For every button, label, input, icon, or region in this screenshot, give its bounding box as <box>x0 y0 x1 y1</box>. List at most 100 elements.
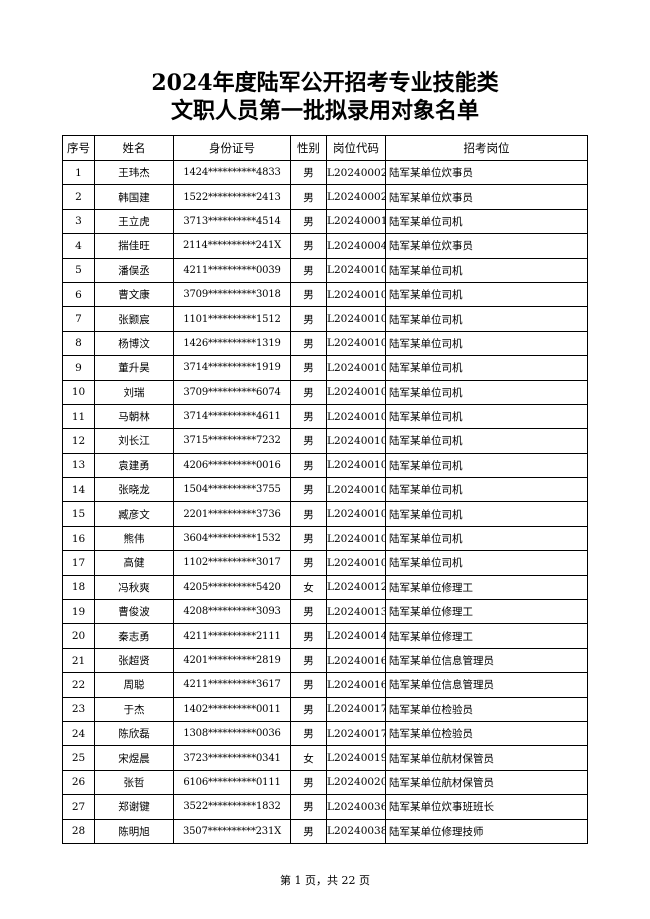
cell-name: 郑谢键 <box>94 794 174 820</box>
cell-position: 陆军某单位司机 <box>385 208 588 235</box>
cell-name: 陈明旭 <box>94 818 174 844</box>
cell-id-number: 6106**********0111 <box>173 769 291 796</box>
cell-gender: 男 <box>290 647 327 674</box>
cell-position-code: L20240010 <box>326 477 386 503</box>
cell-position: 陆军某单位司机 <box>385 452 588 479</box>
cell-index: 25 <box>62 745 95 771</box>
cell-id-number: 4201**********2819 <box>173 647 291 674</box>
cell-id-number: 3522**********1832 <box>173 794 291 820</box>
table-row: 26 张哲 6106**********0111 男 L20240020 陆军某单位航材保… <box>62 769 588 796</box>
document-title-line-2: 文职人员第一批拟录用对象名单 <box>170 98 479 124</box>
cell-name: 韩国建 <box>94 184 174 210</box>
cell-position: 陆军某单位修理工 <box>385 599 588 625</box>
cell-position: 陆军某单位司机 <box>385 477 588 503</box>
table-row: 18 冯秋爽 4205**********5420 女 L20240012 陆军某单位修理… <box>62 574 588 601</box>
cell-gender: 男 <box>290 599 327 625</box>
cell-id-number: 1504**********3755 <box>173 477 291 503</box>
cell-position-code: L20240013 <box>326 599 386 625</box>
cell-name: 刘瑞 <box>94 379 174 405</box>
cell-name: 周聪 <box>94 672 174 698</box>
cell-id-number: 1426**********1319 <box>173 330 291 357</box>
cell-index: 10 <box>62 379 95 405</box>
cell-gender: 男 <box>290 477 327 503</box>
cell-id-number: 4211**********2111 <box>173 623 291 649</box>
cell-index: 5 <box>62 257 95 283</box>
cell-index: 9 <box>62 355 95 381</box>
cell-position-code: L20240010 <box>326 550 386 576</box>
cell-name: 宋煜晨 <box>94 745 174 771</box>
cell-name: 曹俊波 <box>94 599 174 625</box>
cell-position-code: L20240012 <box>326 574 386 601</box>
table-row: 15 臧彦文 2201**********3736 男 L20240010 陆军某单位司机 <box>62 501 588 527</box>
cell-id-number: 3714**********1919 <box>173 355 291 381</box>
cell-id-number: 3709**********3018 <box>173 281 291 308</box>
cell-gender: 女 <box>290 745 327 771</box>
cell-name: 董升昊 <box>94 355 174 381</box>
table-row: 27 郑谢键 3522**********1832 男 L20240036 陆军某单位炊事… <box>62 794 588 820</box>
header-id-number: 身份证号 <box>173 135 291 161</box>
cell-gender: 男 <box>290 720 327 747</box>
header-position: 招考岗位 <box>385 135 588 161</box>
cell-gender: 男 <box>290 330 327 357</box>
cell-index: 21 <box>62 647 95 674</box>
cell-position-code: L20240010 <box>326 403 386 430</box>
cell-id-number: 3714**********4611 <box>173 403 291 430</box>
cell-gender: 男 <box>290 355 327 381</box>
cell-position-code: L20240001 <box>326 208 386 235</box>
cell-name: 刘长江 <box>94 428 174 454</box>
cell-index: 2 <box>62 184 95 210</box>
cell-position-code: L20240017 <box>326 720 386 747</box>
table-row: 16 熊伟 3604**********1532 男 L20240010 陆军某单位司机 <box>62 525 588 552</box>
cell-name: 陈欣磊 <box>94 720 174 747</box>
cell-index: 27 <box>62 794 95 820</box>
cell-gender: 男 <box>290 672 327 698</box>
cell-gender: 男 <box>290 208 327 235</box>
cell-position: 陆军某单位司机 <box>385 355 588 381</box>
cell-position-code: L20240010 <box>326 306 386 332</box>
cell-position-code: L20240019 <box>326 745 386 771</box>
table-row: 12 刘长江 3715**********7232 男 L20240010 陆军某单位司机 <box>62 428 588 454</box>
cell-index: 26 <box>62 769 95 796</box>
table-header-row: 序号 姓名 身份证号 性别 岗位代码 招考岗位 <box>62 135 588 161</box>
header-name: 姓名 <box>94 135 174 161</box>
cell-name: 于杰 <box>94 696 174 722</box>
cell-name: 马朝林 <box>94 403 174 430</box>
cell-position-code: L20240002 <box>326 159 386 186</box>
cell-position-code: L20240010 <box>326 355 386 381</box>
cell-id-number: 3604**********1532 <box>173 525 291 552</box>
cell-position-code: L20240010 <box>326 281 386 308</box>
cell-gender: 男 <box>290 550 327 576</box>
cell-id-number: 1522**********2413 <box>173 184 291 210</box>
cell-id-number: 1101**********1512 <box>173 306 291 332</box>
cell-gender: 男 <box>290 306 327 332</box>
table-row: 28 陈明旭 3507**********231X 男 L20240038 陆军某单位修理… <box>62 818 588 844</box>
cell-name: 张哲 <box>94 769 174 796</box>
cell-gender: 男 <box>290 428 327 454</box>
cell-position: 陆军某单位炊事班班长 <box>385 794 588 820</box>
cell-id-number: 3715**********7232 <box>173 428 291 454</box>
page-footer: 第 1 页，共 22 页 <box>280 874 370 887</box>
table-row: 6 曹文康 3709**********3018 男 L20240010 陆军某单位司机 <box>62 281 588 308</box>
cell-index: 8 <box>62 330 95 357</box>
cell-name: 张晓龙 <box>94 477 174 503</box>
cell-index: 14 <box>62 477 95 503</box>
table-row: 10 刘瑞 3709**********6074 男 L20240010 陆军某单位司机 <box>62 379 588 405</box>
cell-position: 陆军某单位司机 <box>385 525 588 552</box>
cell-position-code: L20240010 <box>326 257 386 283</box>
cell-id-number: 4211**********0039 <box>173 257 291 283</box>
cell-position-code: L20240010 <box>326 452 386 479</box>
cell-name: 熊伟 <box>94 525 174 552</box>
cell-index: 11 <box>62 403 95 430</box>
cell-position: 陆军某单位修理工 <box>385 623 588 649</box>
table-row: 11 马朝林 3714**********4611 男 L20240010 陆军某单位司机 <box>62 403 588 430</box>
cell-gender: 男 <box>290 696 327 722</box>
cell-position: 陆军某单位司机 <box>385 428 588 454</box>
cell-name: 杨博汶 <box>94 330 174 357</box>
cell-position-code: L20240002 <box>326 184 386 210</box>
table-row: 1 王玮杰 1424**********4833 男 L20240002 陆军某单位炊事员 <box>62 159 588 186</box>
cell-gender: 女 <box>290 574 327 601</box>
cell-name: 张超贤 <box>94 647 174 674</box>
cell-position: 陆军某单位司机 <box>385 550 588 576</box>
cell-index: 17 <box>62 550 95 576</box>
cell-id-number: 4205**********5420 <box>173 574 291 601</box>
